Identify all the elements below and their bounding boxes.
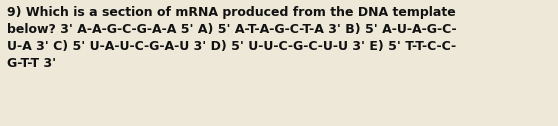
Text: 9) Which is a section of mRNA produced from the DNA template
below? 3' A-A-G-C-G: 9) Which is a section of mRNA produced f… [7, 6, 457, 70]
